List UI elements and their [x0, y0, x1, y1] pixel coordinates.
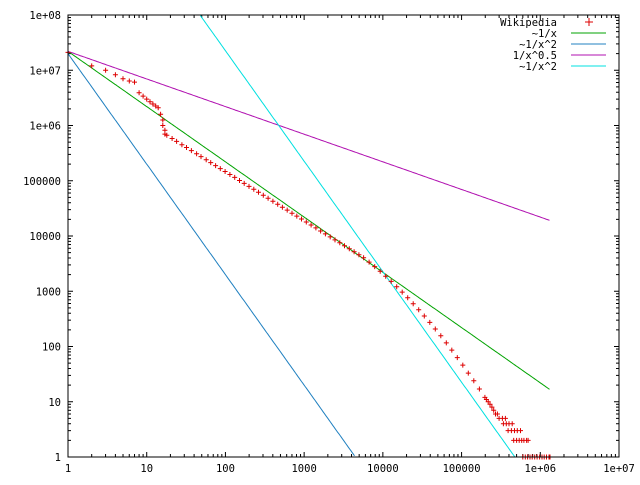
x-tick-label: 10 [140, 463, 153, 475]
y-tick-label: 10 [48, 397, 61, 409]
legend-entry: 1/x^0.5 [513, 50, 606, 62]
ref-line-3 [199, 15, 516, 457]
x-tick-label: 1 [65, 463, 71, 475]
legend-point-sample [585, 18, 593, 26]
legend-entry: ~1/x^2 [519, 61, 606, 73]
ref-line-0 [67, 50, 550, 390]
y-tick-label: 1e+08 [29, 10, 61, 22]
x-tick-label: 1e+06 [524, 463, 556, 475]
y-tick-label: 1e+07 [29, 65, 61, 77]
legend-label: ~1/x^2 [519, 39, 557, 51]
ref-line-2 [67, 50, 550, 221]
x-tick-label: 1e+07 [603, 463, 635, 475]
y-tick-label: 10000 [29, 231, 61, 243]
y-tick-label: 100000 [23, 176, 61, 188]
y-tick-label: 100 [42, 342, 61, 354]
y-tick-label: 1000 [36, 286, 61, 298]
legend: Wikipedia~1/x~1/x^21/x^0.5~1/x^2 [500, 17, 606, 73]
ref-line-1 [67, 53, 355, 457]
plot-border [67, 14, 620, 458]
legend-entry: ~1/x [532, 28, 606, 40]
x-tick-label: 1000 [291, 463, 316, 475]
legend-label: ~1/x [532, 28, 557, 40]
legend-label: Wikipedia [500, 17, 557, 29]
x-axis: 1 10 100 1000 10000 100000 1e+06 1e+07 [65, 15, 635, 475]
legend-entry: Wikipedia [500, 17, 593, 29]
x-tick-label: 100000 [443, 463, 481, 475]
legend-entry: ~1/x^2 [519, 39, 606, 51]
legend-label: ~1/x^2 [519, 61, 557, 73]
x-tick-label: 100 [216, 463, 235, 475]
legend-label: 1/x^0.5 [513, 50, 557, 62]
x-tick-label: 10000 [367, 463, 399, 475]
y-tick-label: 1 [55, 452, 61, 464]
y-tick-label: 1e+06 [29, 121, 61, 133]
